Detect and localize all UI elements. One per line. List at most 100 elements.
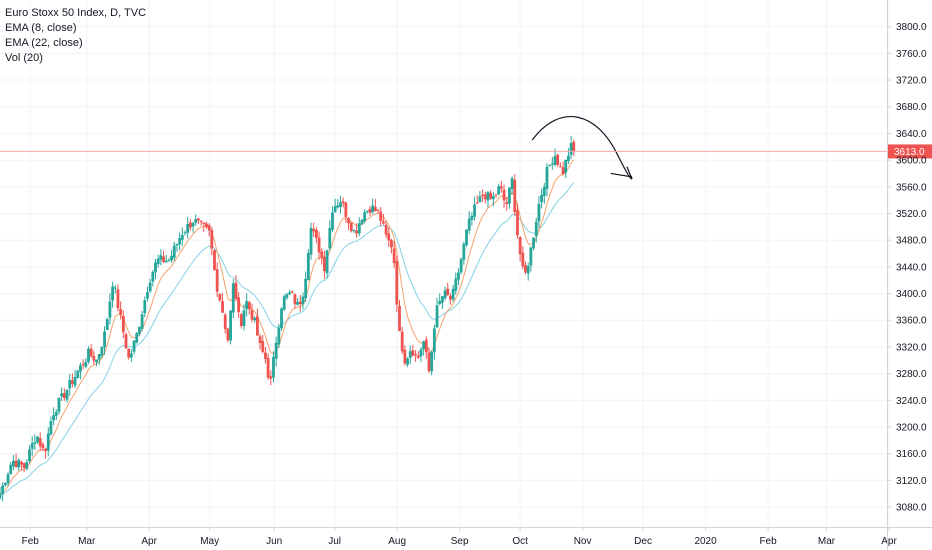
candle-down	[384, 220, 388, 238]
candle-body	[3, 482, 7, 486]
candle-body	[395, 261, 399, 305]
candle-body	[513, 179, 517, 213]
candle-body	[97, 353, 101, 360]
candle-up	[357, 217, 361, 237]
candle-down	[323, 251, 326, 279]
candle-body	[365, 210, 369, 212]
candle-body	[223, 314, 227, 330]
y-tick-label: 3200.0	[896, 422, 927, 433]
candle-body	[572, 141, 576, 152]
candle-up	[154, 258, 157, 280]
candle-body	[355, 230, 358, 234]
candle-up	[325, 249, 329, 279]
legend-ema-8[interactable]: EMA (8, close)	[5, 22, 77, 34]
candle-body	[360, 219, 364, 225]
candle-body	[264, 352, 267, 360]
candle-up	[510, 176, 514, 195]
candle-body	[524, 265, 527, 273]
candle-down	[347, 217, 350, 230]
candle-down	[524, 261, 527, 275]
candle-body	[494, 194, 498, 196]
candle-down	[344, 201, 348, 223]
candle-body	[44, 448, 47, 452]
candle-body	[52, 415, 56, 421]
candle-body	[567, 155, 570, 162]
candle-down	[414, 350, 417, 362]
candle-body	[30, 443, 34, 449]
candle-body	[486, 191, 490, 201]
candle-body	[116, 289, 120, 309]
legend-volume[interactable]: Vol (20)	[5, 52, 43, 64]
candle-body	[368, 208, 372, 213]
candle-up	[33, 434, 37, 451]
candle-up	[108, 293, 112, 325]
candle-up	[17, 458, 21, 471]
candle-body	[416, 355, 420, 358]
candle-down	[213, 249, 216, 271]
candle-body	[521, 252, 525, 267]
candle-up	[542, 182, 546, 204]
candle-body	[438, 301, 442, 304]
candle-body	[269, 376, 273, 379]
candle-body	[341, 201, 345, 204]
candle-body	[119, 308, 123, 315]
candle-body	[451, 288, 455, 300]
candle-down	[424, 336, 428, 359]
candles	[0, 135, 576, 502]
legend-symbol[interactable]: Euro Stoxx 50 Index, D, TVC	[5, 7, 147, 19]
candle-body	[231, 283, 235, 313]
candle-body	[95, 359, 98, 363]
candle-up	[194, 214, 198, 226]
candle-up	[497, 184, 501, 196]
candle-body	[199, 220, 203, 222]
y-tick-label: 3320.0	[896, 342, 927, 353]
candle-body	[569, 143, 573, 155]
candle-body	[550, 163, 554, 165]
candle-up	[167, 257, 171, 262]
candle-down	[14, 453, 18, 468]
candle-body	[103, 331, 106, 348]
candle-body	[373, 206, 377, 211]
candle-up	[79, 362, 82, 380]
candle-down	[290, 290, 294, 294]
candle-body	[237, 297, 241, 313]
y-tick-label: 3800.0	[896, 22, 927, 33]
candle-body	[473, 204, 476, 217]
candle-body	[325, 250, 329, 274]
candle-down	[521, 246, 525, 270]
candle-down	[416, 351, 420, 360]
candle-body	[548, 165, 552, 167]
candle-up	[65, 388, 69, 403]
candle-body	[242, 310, 246, 326]
candle-body	[62, 393, 66, 398]
candle-body	[6, 474, 10, 484]
x-tick-label: 2020	[694, 536, 717, 547]
x-tick-label: Feb	[22, 536, 40, 547]
candle-up	[3, 482, 7, 487]
candle-up	[534, 217, 538, 243]
last-price-label: 3613.0	[894, 147, 925, 158]
y-tick-label: 3440.0	[896, 262, 927, 273]
candle-body	[253, 318, 257, 321]
candle-body	[400, 331, 404, 352]
candle-body	[81, 364, 85, 366]
candle-down	[226, 327, 230, 343]
candle-body	[41, 444, 45, 449]
legend-ema-22[interactable]: EMA (22, close)	[5, 37, 83, 49]
candle-up	[191, 221, 195, 233]
candle-body	[518, 237, 522, 255]
candle-up	[54, 409, 58, 421]
candle-body	[323, 256, 326, 272]
candle-down	[81, 359, 85, 370]
candle-down	[475, 195, 479, 204]
candle-body	[344, 202, 348, 217]
annotation-drawing[interactable]	[531, 115, 633, 180]
candle-up	[186, 216, 190, 239]
candle-body	[290, 291, 294, 293]
candle-up	[457, 268, 460, 286]
candle-down	[481, 189, 485, 202]
candle-body	[432, 328, 436, 353]
